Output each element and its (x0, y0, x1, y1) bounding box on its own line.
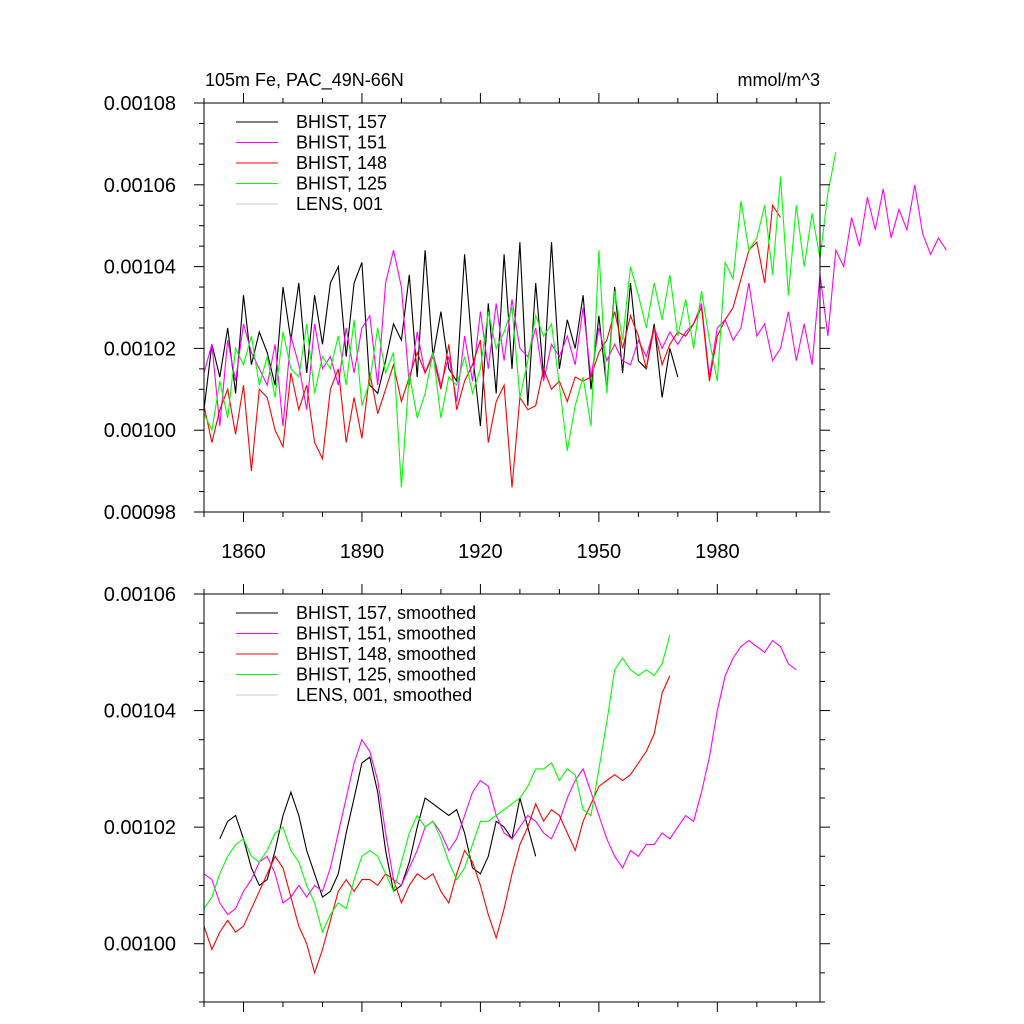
legend-label: BHIST, 151 (296, 133, 387, 153)
series-line (203, 634, 671, 934)
y-tick-label: 0.00104 (104, 701, 176, 723)
series-line (203, 184, 947, 427)
legend-label: BHIST, 157, smoothed (296, 603, 476, 623)
series-line (203, 203, 781, 488)
series-line (203, 675, 671, 975)
x-tick-label: 1920 (458, 541, 503, 563)
y-tick-label: 0.00098 (104, 502, 176, 524)
y-tick-label: 0.00100 (104, 934, 176, 956)
legend-label: BHIST, 157 (296, 112, 387, 132)
x-tick-label: 1950 (577, 541, 622, 563)
y-tick-label: 0.00102 (104, 338, 176, 360)
units-label: mmol/m^3 (738, 70, 820, 90)
top-panel: 105m Fe, PAC_49N-66N mmol/m^3 1860 1890 19… (104, 70, 947, 563)
legend-label: BHIST, 151, smoothed (296, 624, 476, 644)
y-tick-label: 0.00106 (104, 584, 176, 606)
bottom-panel: 0.00100 0.00102 0.00104 0.00106 BHIST, 157,… (104, 584, 830, 1012)
y-tick-label: 0.00108 (104, 93, 176, 115)
series-line (203, 151, 837, 488)
legend-label: LENS, 001, smoothed (296, 685, 472, 705)
x-tick-label: 1860 (221, 541, 266, 563)
legend-label: BHIST, 148, smoothed (296, 644, 476, 664)
x-tick-label: 1980 (695, 541, 740, 563)
series-line (203, 639, 797, 916)
legend-label: LENS, 001 (296, 194, 383, 214)
plot-frame (203, 102, 821, 513)
legend-label: BHIST, 125 (296, 174, 387, 194)
plot-frame (203, 593, 821, 1003)
y-tick-label: 0.00104 (104, 257, 176, 279)
legend-label: BHIST, 148 (296, 153, 387, 173)
series-line (203, 242, 679, 427)
legend-label: BHIST, 125, smoothed (296, 665, 476, 685)
chart-title: 105m Fe, PAC_49N-66N (205, 70, 404, 91)
y-tick-label: 0.00106 (104, 175, 176, 197)
series-line (219, 756, 537, 898)
y-tick-label: 0.00100 (104, 420, 176, 442)
y-tick-label: 0.00102 (104, 817, 176, 839)
x-tick-label: 1890 (340, 541, 385, 563)
